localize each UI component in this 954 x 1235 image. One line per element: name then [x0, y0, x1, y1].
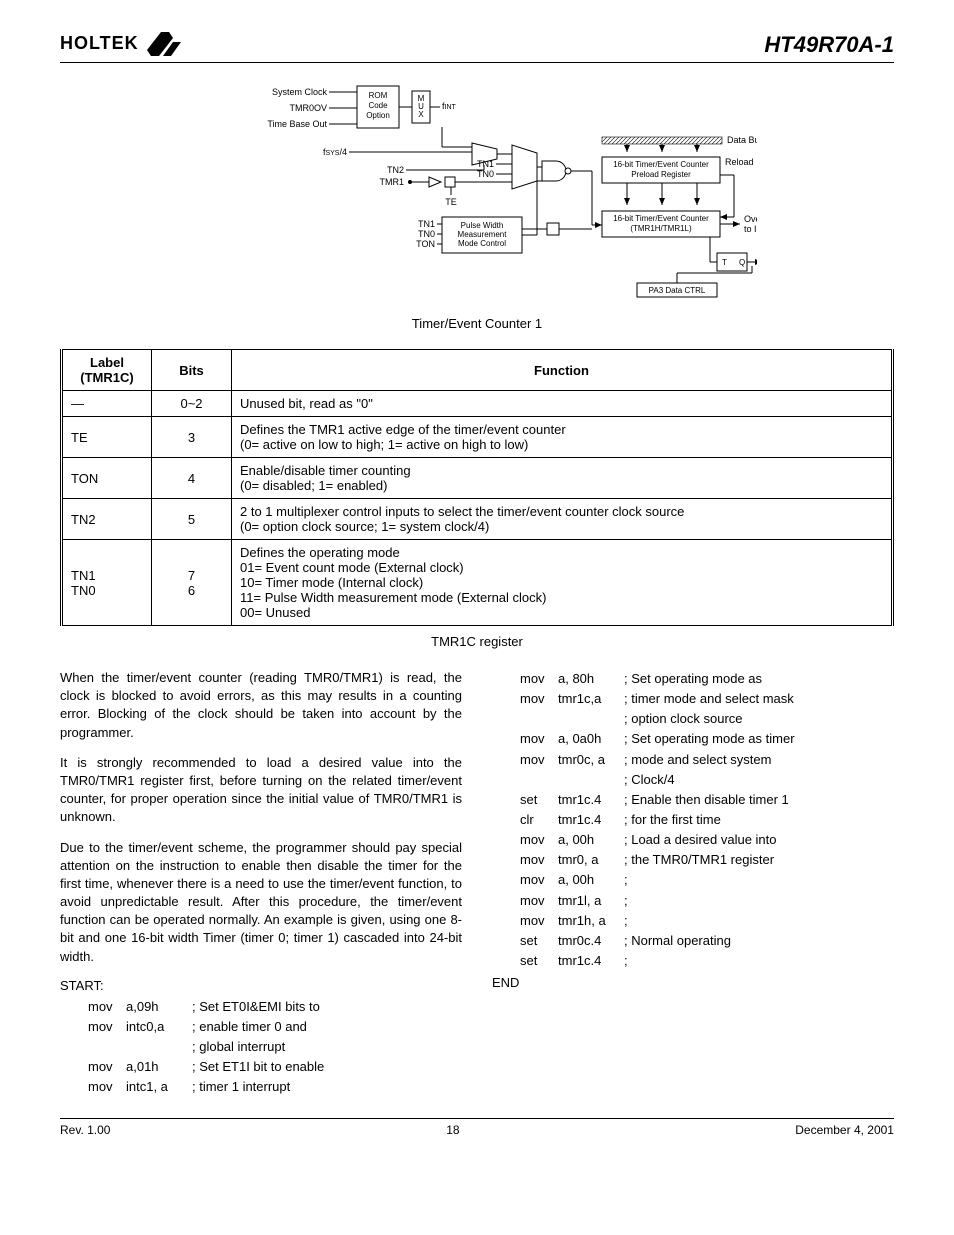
code-line: settmr1c.4; Enable then disable timer 1	[492, 790, 894, 810]
th-bits: Bits	[152, 350, 232, 391]
lbl-fint: fINT	[442, 101, 457, 111]
lbl-tn0: TN0	[477, 169, 494, 179]
svg-text:Code: Code	[368, 101, 388, 110]
lbl-fsys4: fSYS/4	[323, 147, 347, 157]
left-column: When the timer/event counter (reading TM…	[60, 669, 462, 1098]
lbl-system-clock: System Clock	[272, 87, 328, 97]
table-row: —0~2Unused bit, read as "0"	[62, 391, 893, 417]
para-2: It is strongly recommended to load a des…	[60, 754, 462, 827]
code-line: movtmr1h, a;	[492, 911, 894, 931]
code-line: mova, 80h; Set operating mode as	[492, 669, 894, 689]
para-1: When the timer/event counter (reading TM…	[60, 669, 462, 742]
lbl-time-base-out: Time Base Out	[267, 119, 327, 129]
code-line: mova,09h; Set ET0I&EMI bits to	[60, 997, 462, 1017]
register-table: Label (TMR1C) Bits Function —0~2Unused b…	[60, 349, 894, 626]
code-line: movtmr1l, a;	[492, 891, 894, 911]
code-line: ; option clock source	[492, 709, 894, 729]
table-row: TN1 TN07 6Defines the operating mode 01=…	[62, 540, 893, 626]
code-start-label: START:	[60, 978, 462, 993]
logo-text: HOLTEK	[60, 33, 139, 54]
lbl-tn1b: TN1	[418, 219, 435, 229]
svg-text:X: X	[418, 110, 424, 119]
code-line: movtmr0, a; the TMR0/TMR1 register	[492, 850, 894, 870]
code-end-label: END	[492, 975, 894, 990]
part-number: HT49R70A-1	[764, 32, 894, 58]
table-row: TON4Enable/disable timer counting (0= di…	[62, 458, 893, 499]
lbl-te: TE	[445, 197, 457, 207]
lbl-tn1: TN1	[477, 159, 494, 169]
code-line: mova, 00h;	[492, 870, 894, 890]
code-line: ; Clock/4	[492, 770, 894, 790]
lbl-tn2: TN2	[387, 165, 404, 175]
logo: HOLTEK	[60, 28, 185, 58]
page-header: HOLTEK HT49R70A-1	[60, 28, 894, 63]
code-line: movtmr0c, a; mode and select system	[492, 750, 894, 770]
lbl-tmr0ov: TMR0OV	[289, 103, 327, 113]
lbl-data-bus: Data Bus	[727, 135, 757, 145]
svg-text:Pulse Width: Pulse Width	[461, 221, 504, 230]
code-line: clrtmr1c.4; for the first time	[492, 810, 894, 830]
table-caption: TMR1C register	[60, 634, 894, 649]
svg-text:Q: Q	[739, 258, 745, 267]
footer-date: December 4, 2001	[795, 1123, 894, 1137]
block-diagram: .b { fill:#fff; stroke:#000; stroke-widt…	[60, 83, 894, 306]
right-column: mova, 80h; Set operating mode asmovtmr1c…	[492, 669, 894, 1098]
code-line: mova,01h; Set ET1I bit to enable	[60, 1057, 462, 1077]
logo-icon	[143, 28, 185, 58]
diagram-caption: Timer/Event Counter 1	[60, 316, 894, 331]
code-line: mova, 0a0h; Set operating mode as timer	[492, 729, 894, 749]
th-func: Function	[232, 350, 893, 391]
svg-text:Mode Control: Mode Control	[458, 239, 506, 248]
code-line: movtmr1c,a; timer mode and select mask	[492, 689, 894, 709]
svg-text:to Interrupt: to Interrupt	[744, 224, 757, 234]
lbl-tmr1: TMR1	[380, 177, 405, 187]
lbl-pa3: PA3 Data CTRL	[649, 286, 706, 295]
table-row: TE3Defines the TMR1 active edge of the t…	[62, 417, 893, 458]
svg-text:Option: Option	[366, 111, 390, 120]
code-line: mova, 00h; Load a desired value into	[492, 830, 894, 850]
svg-text:16-bit Timer/Event Counter: 16-bit Timer/Event Counter	[613, 160, 709, 169]
code-line: ; global interrupt	[60, 1037, 462, 1057]
svg-text:ROM: ROM	[369, 91, 388, 100]
code-line: settmr0c.4; Normal operating	[492, 931, 894, 951]
svg-text:16-bit Timer/Event Counter: 16-bit Timer/Event Counter	[613, 214, 709, 223]
code-right: mova, 80h; Set operating mode asmovtmr1c…	[492, 669, 894, 971]
th-label: Label (TMR1C)	[62, 350, 152, 391]
table-row: TN252 to 1 multiplexer control inputs to…	[62, 499, 893, 540]
svg-text:T: T	[722, 258, 727, 267]
code-line: movintc0,a; enable timer 0 and	[60, 1017, 462, 1037]
svg-text:(TMR1H/TMR1L): (TMR1H/TMR1L)	[630, 224, 692, 233]
footer-rev: Rev. 1.00	[60, 1123, 110, 1137]
svg-text:Preload Register: Preload Register	[631, 170, 691, 179]
svg-text:Overflow: Overflow	[744, 214, 757, 224]
lbl-tn0b: TN0	[418, 229, 435, 239]
lbl-ton: TON	[416, 239, 435, 249]
lbl-reload: Reload	[725, 157, 754, 167]
code-line: movintc1, a; timer 1 interrupt	[60, 1077, 462, 1097]
code-left: mova,09h; Set ET0I&EMI bits tomovintc0,a…	[60, 997, 462, 1098]
para-3: Due to the timer/event scheme, the progr…	[60, 839, 462, 966]
code-line: settmr1c.4;	[492, 951, 894, 971]
page-footer: Rev. 1.00 18 December 4, 2001	[60, 1118, 894, 1137]
svg-text:Measurement: Measurement	[458, 230, 508, 239]
footer-page: 18	[446, 1123, 459, 1137]
